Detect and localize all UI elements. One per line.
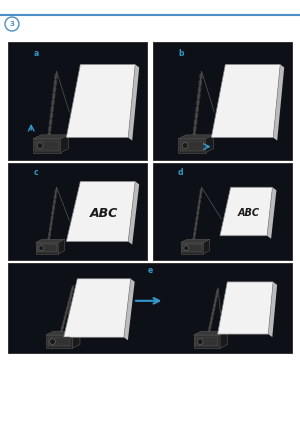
Polygon shape <box>267 187 276 239</box>
Text: b: b <box>178 49 184 58</box>
Polygon shape <box>124 279 135 340</box>
Polygon shape <box>46 331 80 335</box>
Bar <box>153 163 292 260</box>
Polygon shape <box>36 239 65 242</box>
Text: ABC: ABC <box>237 209 260 219</box>
Circle shape <box>37 143 43 148</box>
Polygon shape <box>194 335 220 348</box>
Polygon shape <box>203 239 210 254</box>
Bar <box>8 263 292 353</box>
Polygon shape <box>194 331 228 335</box>
Polygon shape <box>33 135 69 139</box>
Text: d: d <box>178 168 184 177</box>
Polygon shape <box>211 64 280 137</box>
Bar <box>35 141 59 151</box>
Polygon shape <box>128 64 139 140</box>
Circle shape <box>39 246 44 250</box>
Text: a: a <box>33 49 38 58</box>
Polygon shape <box>268 282 277 337</box>
Text: ABC: ABC <box>90 207 118 220</box>
Bar <box>195 337 218 346</box>
Text: e: e <box>147 266 153 275</box>
Polygon shape <box>36 242 58 254</box>
Polygon shape <box>64 279 131 337</box>
Text: c: c <box>34 168 38 177</box>
Bar <box>37 244 57 252</box>
Text: 3: 3 <box>10 21 14 27</box>
Polygon shape <box>181 242 203 254</box>
Polygon shape <box>178 135 214 139</box>
Polygon shape <box>128 181 139 244</box>
Bar <box>8 163 147 260</box>
Polygon shape <box>66 181 135 242</box>
Polygon shape <box>66 64 135 137</box>
Bar <box>153 42 292 160</box>
Polygon shape <box>181 239 210 242</box>
Bar <box>182 244 202 252</box>
Bar <box>8 42 147 160</box>
Circle shape <box>182 143 188 148</box>
Bar <box>180 141 204 151</box>
Circle shape <box>197 339 203 344</box>
Polygon shape <box>273 64 284 140</box>
Polygon shape <box>220 187 272 236</box>
Circle shape <box>50 339 55 344</box>
Polygon shape <box>72 331 80 348</box>
Bar <box>48 337 70 346</box>
Polygon shape <box>61 135 69 153</box>
Circle shape <box>184 246 189 250</box>
Polygon shape <box>58 239 65 254</box>
Polygon shape <box>46 335 72 348</box>
Polygon shape <box>218 282 273 334</box>
Polygon shape <box>178 139 206 153</box>
Polygon shape <box>206 135 214 153</box>
Polygon shape <box>33 139 61 153</box>
Polygon shape <box>220 331 228 348</box>
